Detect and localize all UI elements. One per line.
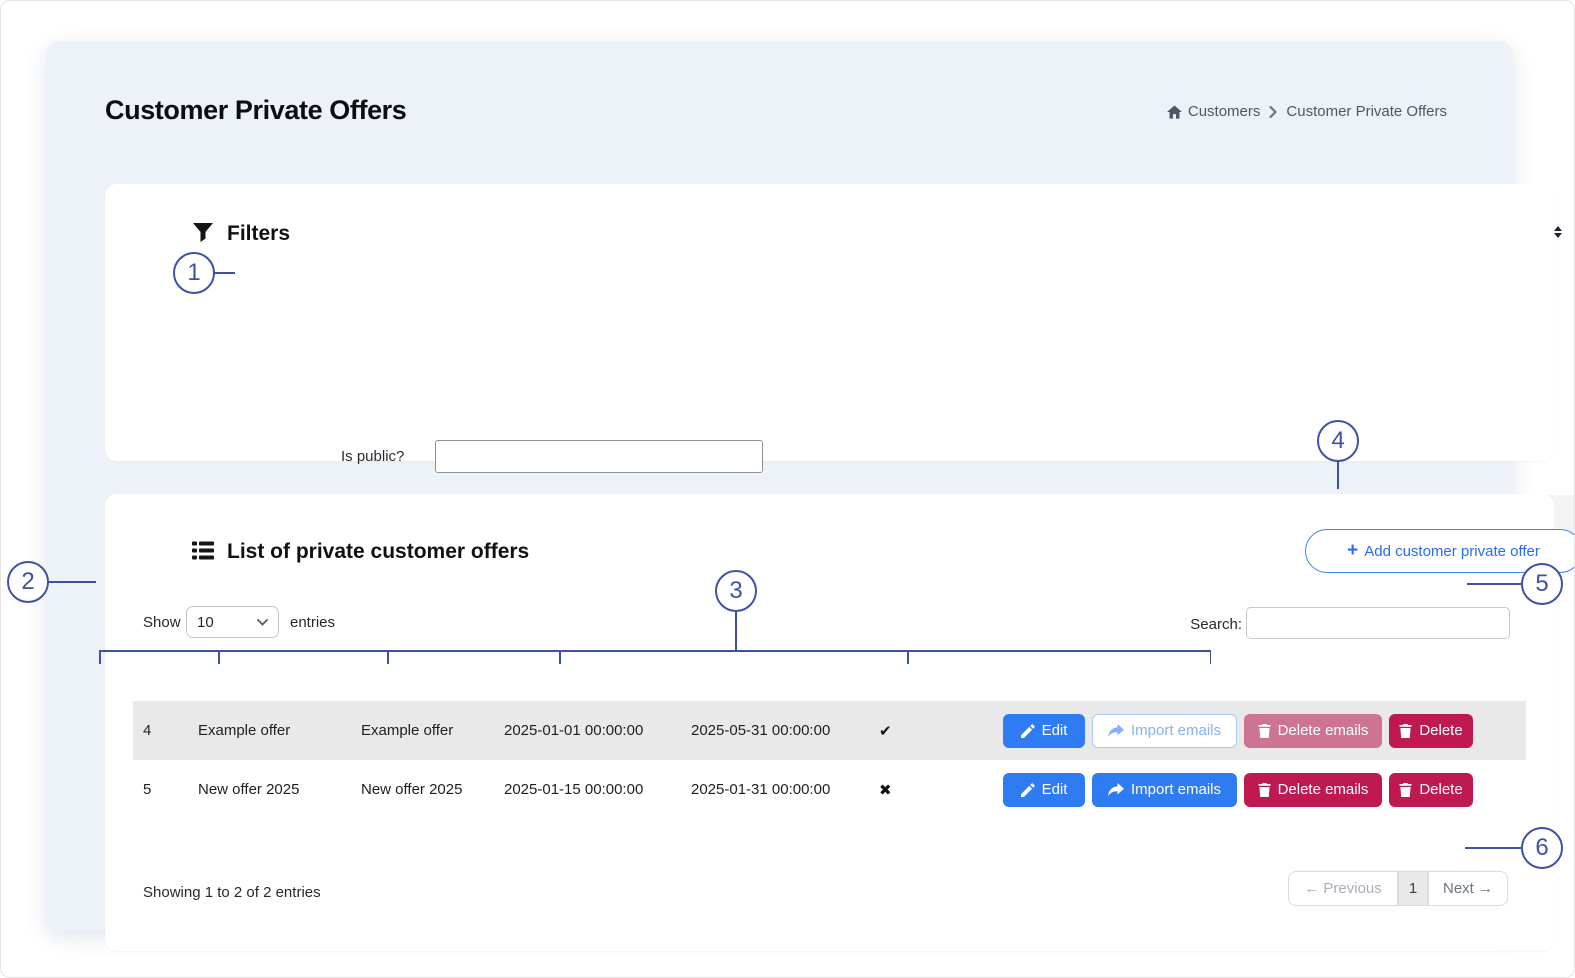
trash-icon — [1258, 782, 1271, 797]
page-length-value: 10 — [197, 613, 214, 631]
home-icon — [1166, 104, 1182, 119]
cell-id: 4 — [143, 722, 152, 739]
page-length-select[interactable]: 10 — [186, 606, 279, 638]
previous-page-button[interactable]: ← Previous — [1288, 871, 1398, 906]
page-number-button[interactable]: 1 — [1398, 871, 1428, 906]
table-row: 4 Example offer Example offer 2025-01-01… — [133, 701, 1526, 760]
x-icon: ✖ — [879, 781, 892, 799]
cell-id: 5 — [143, 781, 152, 798]
edit-button[interactable]: Edit — [1003, 713, 1085, 748]
card-collapse-icon[interactable] — [1554, 226, 1562, 238]
trash-icon — [1399, 723, 1412, 738]
cell-date-end: 2025-01-31 00:00:00 — [691, 781, 831, 798]
filter-funnel-icon — [192, 223, 214, 243]
cell-date-start: 2025-01-01 00:00:00 — [504, 722, 644, 739]
edit-button[interactable]: Edit — [1003, 772, 1085, 807]
callout-tick — [218, 650, 220, 664]
pagination: ← Previous 1 Next → — [1288, 871, 1508, 906]
callout-5: 5 — [1521, 563, 1563, 605]
page-title: Customer Private Offers — [105, 95, 407, 125]
trash-icon — [1399, 782, 1412, 797]
pencil-icon — [1020, 723, 1035, 738]
cell-date-end: 2025-05-31 00:00:00 — [691, 722, 831, 739]
show-label: Show — [143, 614, 181, 631]
callout-tick — [387, 650, 389, 664]
delete-emails-button[interactable]: Delete emails — [1244, 772, 1382, 807]
breadcrumb-current: Customer Private Offers — [1286, 103, 1447, 120]
pencil-icon — [1020, 782, 1035, 797]
check-icon: ✔ — [879, 722, 892, 740]
delete-button[interactable]: Delete — [1389, 772, 1473, 807]
import-emails-button[interactable]: Import emails — [1092, 713, 1237, 748]
callout-tick — [1209, 650, 1211, 664]
is-public-input[interactable] — [435, 440, 763, 473]
cell-system-name: Example offer — [198, 722, 291, 739]
cell-date-start: 2025-01-15 00:00:00 — [504, 781, 644, 798]
callout-4: 4 — [1317, 420, 1359, 462]
cell-name: Example offer — [361, 722, 454, 739]
delete-emails-button[interactable]: Delete emails — [1244, 713, 1382, 748]
delete-button[interactable]: Delete — [1389, 713, 1473, 748]
callout-bracket — [99, 650, 1211, 652]
callout-2: 2 — [7, 561, 49, 603]
import-emails-button[interactable]: Import emails — [1092, 772, 1237, 807]
breadcrumb-parent-label: Customers — [1187, 103, 1261, 120]
callout-3: 3 — [715, 570, 757, 612]
list-title: List of private customer offers — [227, 540, 530, 563]
callout-line — [48, 581, 96, 583]
filters-title: Filters — [227, 222, 291, 245]
callout-line — [735, 611, 737, 650]
entries-summary: Showing 1 to 2 of 2 entries — [143, 884, 321, 901]
table-row: 5 New offer 2025 New offer 2025 2025-01-… — [133, 760, 1526, 819]
callout-line — [1337, 461, 1339, 489]
row-actions: Edit Import emails Delete emails Delete — [1003, 760, 1473, 819]
add-button-label: Add customer private offer — [1364, 542, 1540, 560]
callout-line — [1465, 847, 1521, 849]
plus-icon: + — [1347, 539, 1359, 561]
callout-1: 1 — [173, 252, 215, 294]
callout-tick — [907, 650, 909, 664]
cell-name: New offer 2025 — [361, 781, 463, 798]
search-label: Search: — [1190, 616, 1242, 633]
cell-system-name: New offer 2025 — [198, 781, 300, 798]
chevron-right-icon — [1269, 105, 1277, 118]
callout-tick — [559, 650, 561, 664]
callout-line — [1467, 583, 1521, 585]
callout-tick — [99, 650, 101, 664]
breadcrumb-customers[interactable]: Customers — [1166, 103, 1261, 120]
entries-label: entries — [290, 614, 336, 631]
row-actions: Edit Import emails Delete emails Delete — [1003, 701, 1473, 760]
next-page-button[interactable]: Next → — [1428, 871, 1508, 906]
trash-icon — [1258, 723, 1271, 738]
chevron-down-icon — [257, 618, 268, 626]
share-arrow-icon — [1107, 724, 1124, 737]
content-panel: Customer Private Offers Customers Custom… — [46, 41, 1574, 951]
breadcrumb: Customers Customer Private Offers — [1166, 103, 1447, 120]
share-arrow-icon — [1107, 783, 1124, 796]
callout-line — [214, 272, 235, 274]
list-icon — [192, 541, 214, 560]
is-public-label: Is public? — [341, 448, 405, 465]
callout-6: 6 — [1521, 827, 1563, 869]
add-customer-private-offer-button[interactable]: + Add customer private offer — [1305, 529, 1574, 573]
search-input[interactable] — [1246, 607, 1510, 639]
